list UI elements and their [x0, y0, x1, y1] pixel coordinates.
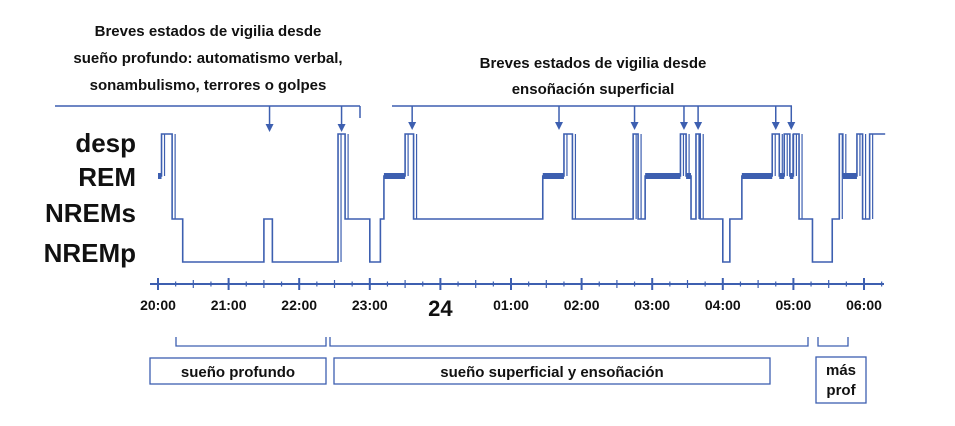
arrow-light-6-head: [787, 122, 796, 130]
phase-deep-box: [149, 357, 327, 385]
x-tick-label: 24: [428, 296, 453, 321]
y-label-nrems: NREMs: [45, 198, 136, 228]
phase-light-label: sueño superficial y ensoñación: [440, 364, 663, 381]
arrow-light-3-head: [679, 122, 688, 130]
phase-deeper-label-1: prof: [826, 382, 856, 399]
arrow-deep-1-head: [337, 124, 346, 132]
arrow-light-4-head: [694, 122, 703, 130]
x-tick-label: 03:00: [634, 297, 670, 313]
phase-deep-label: sueño profundo: [181, 364, 295, 381]
annotation-deep-line-1: Breves estados de vigilia desde: [95, 23, 322, 40]
annotation-brackets: [55, 105, 796, 132]
phase-deeper-label-0: más: [826, 362, 856, 379]
phase-deeper-bracket: [817, 337, 849, 347]
y-label-desp: desp: [75, 128, 136, 158]
annotation-light-line-2: ensoñación superficial: [512, 81, 675, 98]
x-tick-label: 06:00: [846, 297, 882, 313]
x-tick-label: 04:00: [705, 297, 741, 313]
arrow-light-5-head: [771, 122, 780, 130]
x-tick-label: 02:00: [564, 297, 600, 313]
sleep-phases: sueño profundo sueño superficial y ensoña…: [149, 337, 867, 404]
annotation-deep-line-3: sonambulismo, terrores o golpes: [90, 77, 327, 94]
annotation-light-sleep: Breves estados de vigilia desde ensoñaci…: [480, 55, 707, 98]
arrow-deep-0-head: [265, 124, 274, 132]
arrow-light-1-head: [555, 122, 564, 130]
annotation-deep-sleep: Breves estados de vigilia desde sueño pr…: [73, 23, 342, 94]
annotation-light-line-1: Breves estados de vigilia desde: [480, 55, 707, 72]
time-axis: 20:00 21:00 22:00 23:00 24 01:00 02:00 03:00 04:…: [140, 278, 884, 321]
phase-light-bracket: [329, 337, 809, 347]
arrow-light-0-head: [408, 122, 417, 130]
x-tick-label: 21:00: [211, 297, 247, 313]
y-label-nremp: NREMp: [44, 238, 136, 268]
phase-deeper-box: [815, 356, 867, 404]
x-tick-label: 22:00: [281, 297, 317, 313]
phase-light-box: [333, 357, 771, 385]
hypnogram: [158, 133, 886, 263]
x-tick-label: 23:00: [352, 297, 388, 313]
y-label-rem: REM: [78, 162, 136, 192]
annotation-deep-line-2: sueño profundo: automatismo verbal,: [73, 50, 342, 67]
x-tick-label: 01:00: [493, 297, 529, 313]
x-tick-label: 20:00: [140, 297, 176, 313]
x-tick-label: 05:00: [775, 297, 811, 313]
phase-deep-bracket: [175, 337, 327, 347]
hypnogram-line: [158, 133, 886, 263]
arrow-light-2-head: [630, 122, 639, 130]
